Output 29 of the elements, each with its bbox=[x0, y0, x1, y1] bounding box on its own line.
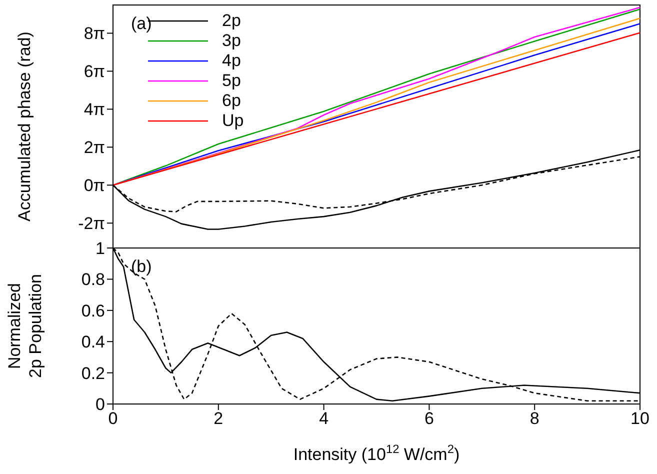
y-tick-label: 0 bbox=[96, 395, 105, 414]
y-tick-label: 0.8 bbox=[81, 270, 105, 290]
x-tick-label: 4 bbox=[319, 409, 329, 428]
legend-label: 3p bbox=[222, 31, 241, 51]
y-tick-label: 0.2 bbox=[81, 364, 105, 383]
legend-label: 2p bbox=[222, 11, 241, 31]
x-axis-title: Intensity (10$^{12}$ W/cm$^{2}$) bbox=[293, 442, 460, 464]
legend-label: 4p bbox=[222, 51, 241, 71]
y-tick-label: 0.4 bbox=[81, 332, 105, 352]
legend-label: 5p bbox=[222, 71, 241, 91]
x-tick-label: 8 bbox=[530, 409, 540, 428]
y-tick-label: 2π bbox=[84, 138, 105, 158]
y-axis-title: Normalized 2p Population bbox=[5, 274, 45, 378]
y-tick-label: -2π bbox=[78, 214, 105, 234]
legend-label: 6p bbox=[222, 91, 241, 111]
x-tick-label: 0 bbox=[108, 409, 118, 428]
annotation: (a) bbox=[131, 14, 152, 33]
y-axis-title: Accumulated phase (rad) bbox=[15, 32, 34, 222]
x-tick-label: 2 bbox=[214, 409, 224, 428]
y-tick-label: 8π bbox=[84, 24, 105, 44]
legend-label: Up bbox=[222, 111, 244, 131]
y-tick-label: 6π bbox=[84, 62, 105, 82]
y-tick-label: 0.6 bbox=[81, 301, 105, 320]
x-tick-label: 10 bbox=[630, 409, 650, 428]
y-tick-label: 4π bbox=[84, 100, 105, 120]
y-tick-label: 1 bbox=[96, 239, 105, 258]
annotation: (b) bbox=[131, 257, 152, 276]
y-tick-label: 0π bbox=[84, 176, 105, 196]
x-tick-label: 6 bbox=[424, 409, 434, 428]
